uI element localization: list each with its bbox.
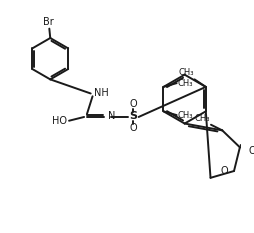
Text: NH: NH <box>94 88 109 98</box>
Text: HO: HO <box>52 116 67 126</box>
Text: CH₃: CH₃ <box>177 69 193 78</box>
Text: O: O <box>248 147 254 157</box>
Text: Br: Br <box>43 17 54 27</box>
Text: S: S <box>129 111 136 121</box>
Text: O: O <box>129 123 136 133</box>
Text: CH₃: CH₃ <box>177 79 192 88</box>
Text: O: O <box>129 99 136 109</box>
Text: O: O <box>220 166 228 176</box>
Text: CH₃: CH₃ <box>194 114 209 123</box>
Text: CH₃: CH₃ <box>177 111 192 120</box>
Text: N: N <box>107 111 115 121</box>
